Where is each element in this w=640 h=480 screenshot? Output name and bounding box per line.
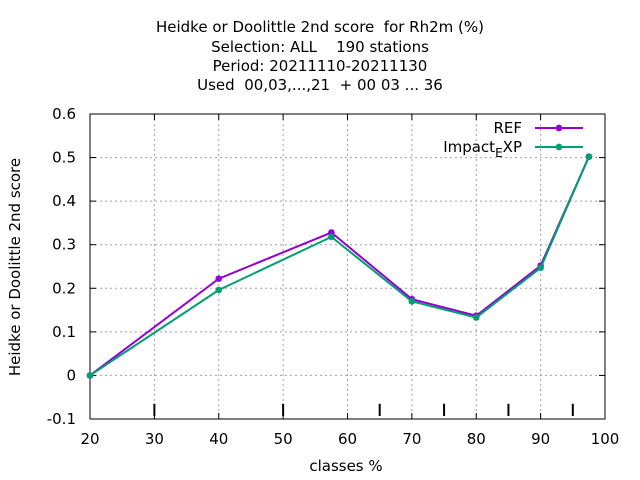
marker-stroke (473, 314, 480, 321)
y-tick-label: -0.1 (47, 410, 76, 428)
x-tick-label: 60 (338, 430, 357, 448)
marker-stroke (408, 298, 415, 305)
legend-label: ImpactEXP (443, 138, 522, 160)
point-marker (215, 286, 223, 294)
series-line (89, 156, 590, 377)
legend-label: REF (493, 119, 522, 137)
title-line-4: Used 00,03,...,21 + 00 03 ... 36 (197, 76, 443, 94)
x-tick-label: 20 (80, 430, 99, 448)
x-tick-label: 40 (209, 430, 228, 448)
title-line-1: Heidke or Doolittle 2nd score for Rh2m (… (155, 18, 484, 36)
y-tick-label: 0 (66, 366, 76, 384)
y-axis-label: Heidke or Doolittle 2nd score (6, 158, 24, 376)
marker-stroke (537, 264, 544, 271)
x-tick-label: 90 (531, 430, 550, 448)
marker-stroke (86, 372, 94, 379)
series-line (89, 156, 590, 377)
x-tick-label: 30 (145, 430, 164, 448)
point-marker (328, 233, 335, 241)
y-tick-label: 0.1 (52, 323, 76, 341)
point-marker (472, 314, 480, 321)
point-marker (555, 124, 563, 132)
axes: 20 30 40 50 60 70 80 90 100 -0.1 0 0.1 0.2 0.3 0.4 0.5 0… (47, 105, 620, 448)
x-axis-label: classes % (309, 457, 382, 475)
x-tick-label: 100 (591, 430, 620, 448)
point-marker (537, 264, 544, 272)
series-0 (86, 153, 593, 379)
marker-stroke (555, 124, 563, 132)
title-line-2: Selection: ALL 190 stations (211, 38, 429, 56)
y-tick-label: 0.5 (52, 149, 76, 167)
point-marker (585, 153, 593, 160)
x-tick-label: 80 (467, 430, 486, 448)
point-marker (215, 275, 223, 282)
marker-stroke (215, 275, 222, 282)
marker-stroke (215, 286, 222, 294)
point-marker (555, 143, 563, 151)
marker-stroke (328, 233, 335, 240)
y-tick-label: 0.6 (52, 105, 76, 123)
legend-item: ImpactEXP (443, 138, 583, 160)
x-tick-label: 70 (402, 430, 421, 448)
point-marker (86, 372, 94, 379)
marker-stroke (555, 143, 563, 151)
x-tick-label: 50 (274, 430, 293, 448)
series-group (86, 153, 593, 379)
title-line-3: Period: 20211110-20211130 (212, 57, 428, 75)
y-tick-label: 0.3 (52, 236, 76, 254)
marker-stroke (585, 153, 593, 160)
legend-item: REF (493, 119, 583, 137)
grid (90, 114, 605, 419)
y-tick-label: 0.2 (52, 279, 76, 297)
point-marker (408, 298, 416, 305)
series-1 (86, 153, 593, 379)
y-tick-label: 0.4 (52, 192, 76, 210)
